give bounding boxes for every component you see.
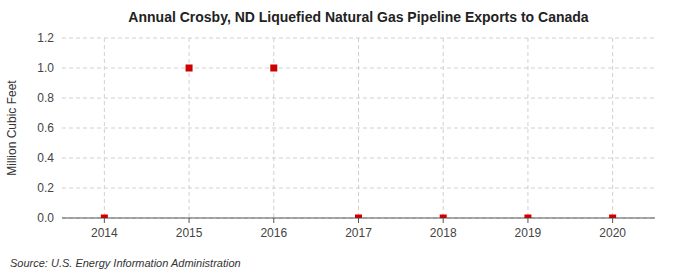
x-tick-label: 2015 (176, 226, 203, 240)
point (355, 215, 362, 219)
x-tick-label: 2018 (430, 226, 457, 240)
y-tick-label: 0.8 (37, 91, 54, 105)
x-grid-line (612, 38, 613, 218)
x-tick (273, 218, 274, 223)
x-grid-line (443, 38, 444, 218)
x-tick (358, 218, 359, 223)
y-tick-label: 0.2 (37, 181, 54, 195)
x-tick (104, 218, 105, 223)
y-tick-label: 0.0 (37, 211, 54, 225)
source-note: Source: U.S. Energy Information Administ… (10, 257, 241, 269)
chart: 0.00.20.40.60.81.01.22014201520162017201… (0, 0, 675, 275)
y-axis-label: Million Cubic Feet (5, 80, 19, 176)
y-axis: 0.0 0.2 0.4 0.6 0.8 1.0 1.2 (37, 31, 655, 225)
points (101, 65, 616, 219)
y-tick-label: 1.2 (37, 31, 54, 45)
x-tick-label: 2017 (345, 226, 372, 240)
x-grid-line (527, 38, 528, 218)
x-tick-label: 2019 (515, 226, 542, 240)
x-grid-line (104, 38, 105, 218)
point (270, 65, 277, 72)
x-tick-label: 2014 (91, 226, 118, 240)
x-tick (189, 218, 190, 223)
point (186, 65, 193, 72)
point (440, 215, 447, 219)
point (524, 215, 531, 219)
y-tick-label: 0.6 (37, 121, 54, 135)
y-tick-label: 0.4 (37, 151, 54, 165)
point (609, 215, 616, 219)
y-grid-line (62, 128, 655, 129)
x-tick-label: 2016 (260, 226, 287, 240)
x-tick (612, 218, 613, 223)
title: Annual Crosby, ND Liquefied Natural Gas … (128, 9, 588, 25)
y-tick-label: 1.0 (37, 61, 54, 75)
x-tick (443, 218, 444, 223)
x-tick (527, 218, 528, 223)
x-axis: 2014 2015 2016 2017 2018 2019 2020 (62, 38, 655, 240)
x-tick-label: 2020 (599, 226, 626, 240)
point (101, 215, 108, 219)
x-grid-line (358, 38, 359, 218)
